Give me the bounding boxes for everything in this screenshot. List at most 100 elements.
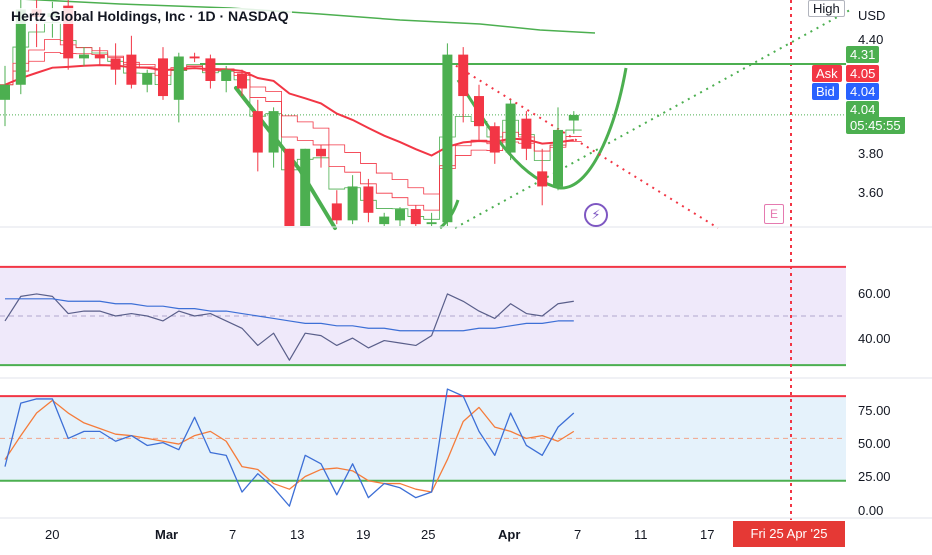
candle — [505, 99, 516, 161]
candle-body — [395, 209, 405, 221]
candle — [347, 175, 358, 225]
long-ma-line — [24, 0, 596, 34]
rsi-tick-label: 60.00 — [858, 286, 891, 301]
candle-body — [284, 148, 295, 226]
last-price-tag: 4.04 — [846, 101, 880, 118]
stoch-tick-label: 0.00 — [858, 503, 884, 518]
x-tick-label: 7 — [574, 527, 582, 542]
smooth-ma-line — [4, 64, 574, 157]
candle-body — [442, 54, 453, 223]
candle-body — [268, 111, 279, 153]
x-tick-label: Mar — [155, 527, 179, 542]
candle — [94, 47, 105, 66]
candle — [537, 148, 548, 206]
candle — [395, 207, 405, 226]
candle-body — [173, 56, 184, 100]
candle-body — [79, 54, 89, 59]
bid-price-tag: 4.04 — [846, 83, 880, 100]
x-tick-label: 7 — [229, 527, 237, 542]
candle — [237, 69, 247, 97]
candle-body — [410, 209, 421, 225]
cup-curve-line — [456, 67, 628, 190]
candle-body — [537, 171, 548, 187]
candle — [205, 54, 216, 89]
earnings-marker[interactable]: E — [764, 204, 784, 224]
price-tick-label: 3.60 — [858, 185, 884, 200]
candle — [268, 107, 279, 168]
stoch-d-line — [4, 399, 575, 493]
candle-body — [15, 9, 26, 85]
countdown-tag: 05:45:55 — [846, 117, 905, 134]
support-dotted-line — [454, 9, 851, 229]
stoch-tick-label: 25.00 — [858, 469, 891, 484]
rsi-ma-line — [5, 298, 574, 332]
x-tick-label: 20 — [45, 527, 60, 542]
candle — [221, 65, 232, 93]
candle — [379, 212, 390, 226]
candle — [553, 107, 563, 191]
candle-body — [505, 103, 516, 153]
candle — [126, 35, 137, 89]
candle-body — [458, 54, 469, 97]
price-tick-label: 3.80 — [858, 146, 884, 161]
candle-body — [316, 148, 326, 157]
bid-label-tag: Bid — [812, 83, 839, 100]
ask-price-tag: 4.05 — [846, 65, 880, 82]
currency-label[interactable]: USD — [858, 8, 886, 23]
candle-body — [0, 84, 10, 100]
x-tick-label: Apr — [498, 527, 521, 542]
slow-step-line — [0, 52, 582, 195]
stoch-tick-label: 50.00 — [858, 436, 891, 451]
candle — [426, 212, 437, 226]
candle-body — [237, 73, 247, 89]
candle-body — [110, 58, 121, 70]
candle-body — [474, 96, 484, 127]
x-tick-label: 13 — [290, 527, 305, 542]
stoch-k-line — [4, 388, 575, 507]
candle — [284, 148, 295, 226]
candle-body — [252, 111, 263, 153]
x-tick-label: 19 — [356, 527, 371, 542]
candle — [331, 190, 342, 225]
candle-body — [489, 126, 500, 153]
bolt-icon[interactable]: ⚡ — [584, 203, 608, 227]
candle — [458, 47, 469, 123]
x-tick-label: 25 — [421, 527, 436, 542]
candle — [474, 84, 484, 142]
x-tick-label: 17 — [700, 527, 715, 542]
candle — [410, 205, 421, 226]
candle — [442, 43, 453, 226]
symbol-title[interactable]: Hertz Global Holdings, Inc · 1D · NASDAQ — [8, 8, 292, 24]
x-tick-label: 11 — [634, 527, 648, 542]
rsi-tick-label: 40.00 — [858, 331, 891, 346]
candle — [189, 52, 200, 63]
candle — [142, 69, 153, 93]
candle-body — [521, 118, 532, 149]
ask-label-tag: Ask — [812, 65, 842, 82]
candle-body — [568, 114, 579, 121]
candle — [316, 145, 326, 168]
high-label: High — [808, 0, 845, 17]
candle — [0, 65, 10, 127]
cursor-date-tag: Fri 25 Apr '25 — [733, 521, 845, 547]
candle — [568, 111, 579, 134]
candle-body — [158, 58, 168, 97]
candle — [158, 47, 168, 100]
candle — [489, 122, 500, 164]
candle-body — [553, 129, 563, 187]
candle-body — [94, 54, 105, 59]
mid-step-line — [0, 39, 582, 211]
candle — [363, 178, 374, 223]
rsi-line — [4, 293, 574, 361]
candle — [521, 111, 532, 161]
candle-body — [363, 186, 374, 213]
candle-body — [189, 56, 200, 59]
high-price-tag: 4.31 — [846, 46, 880, 63]
candle-body — [426, 222, 437, 225]
candle — [79, 47, 89, 66]
candle — [110, 43, 121, 85]
candle — [173, 52, 184, 123]
candle-body — [331, 203, 342, 221]
